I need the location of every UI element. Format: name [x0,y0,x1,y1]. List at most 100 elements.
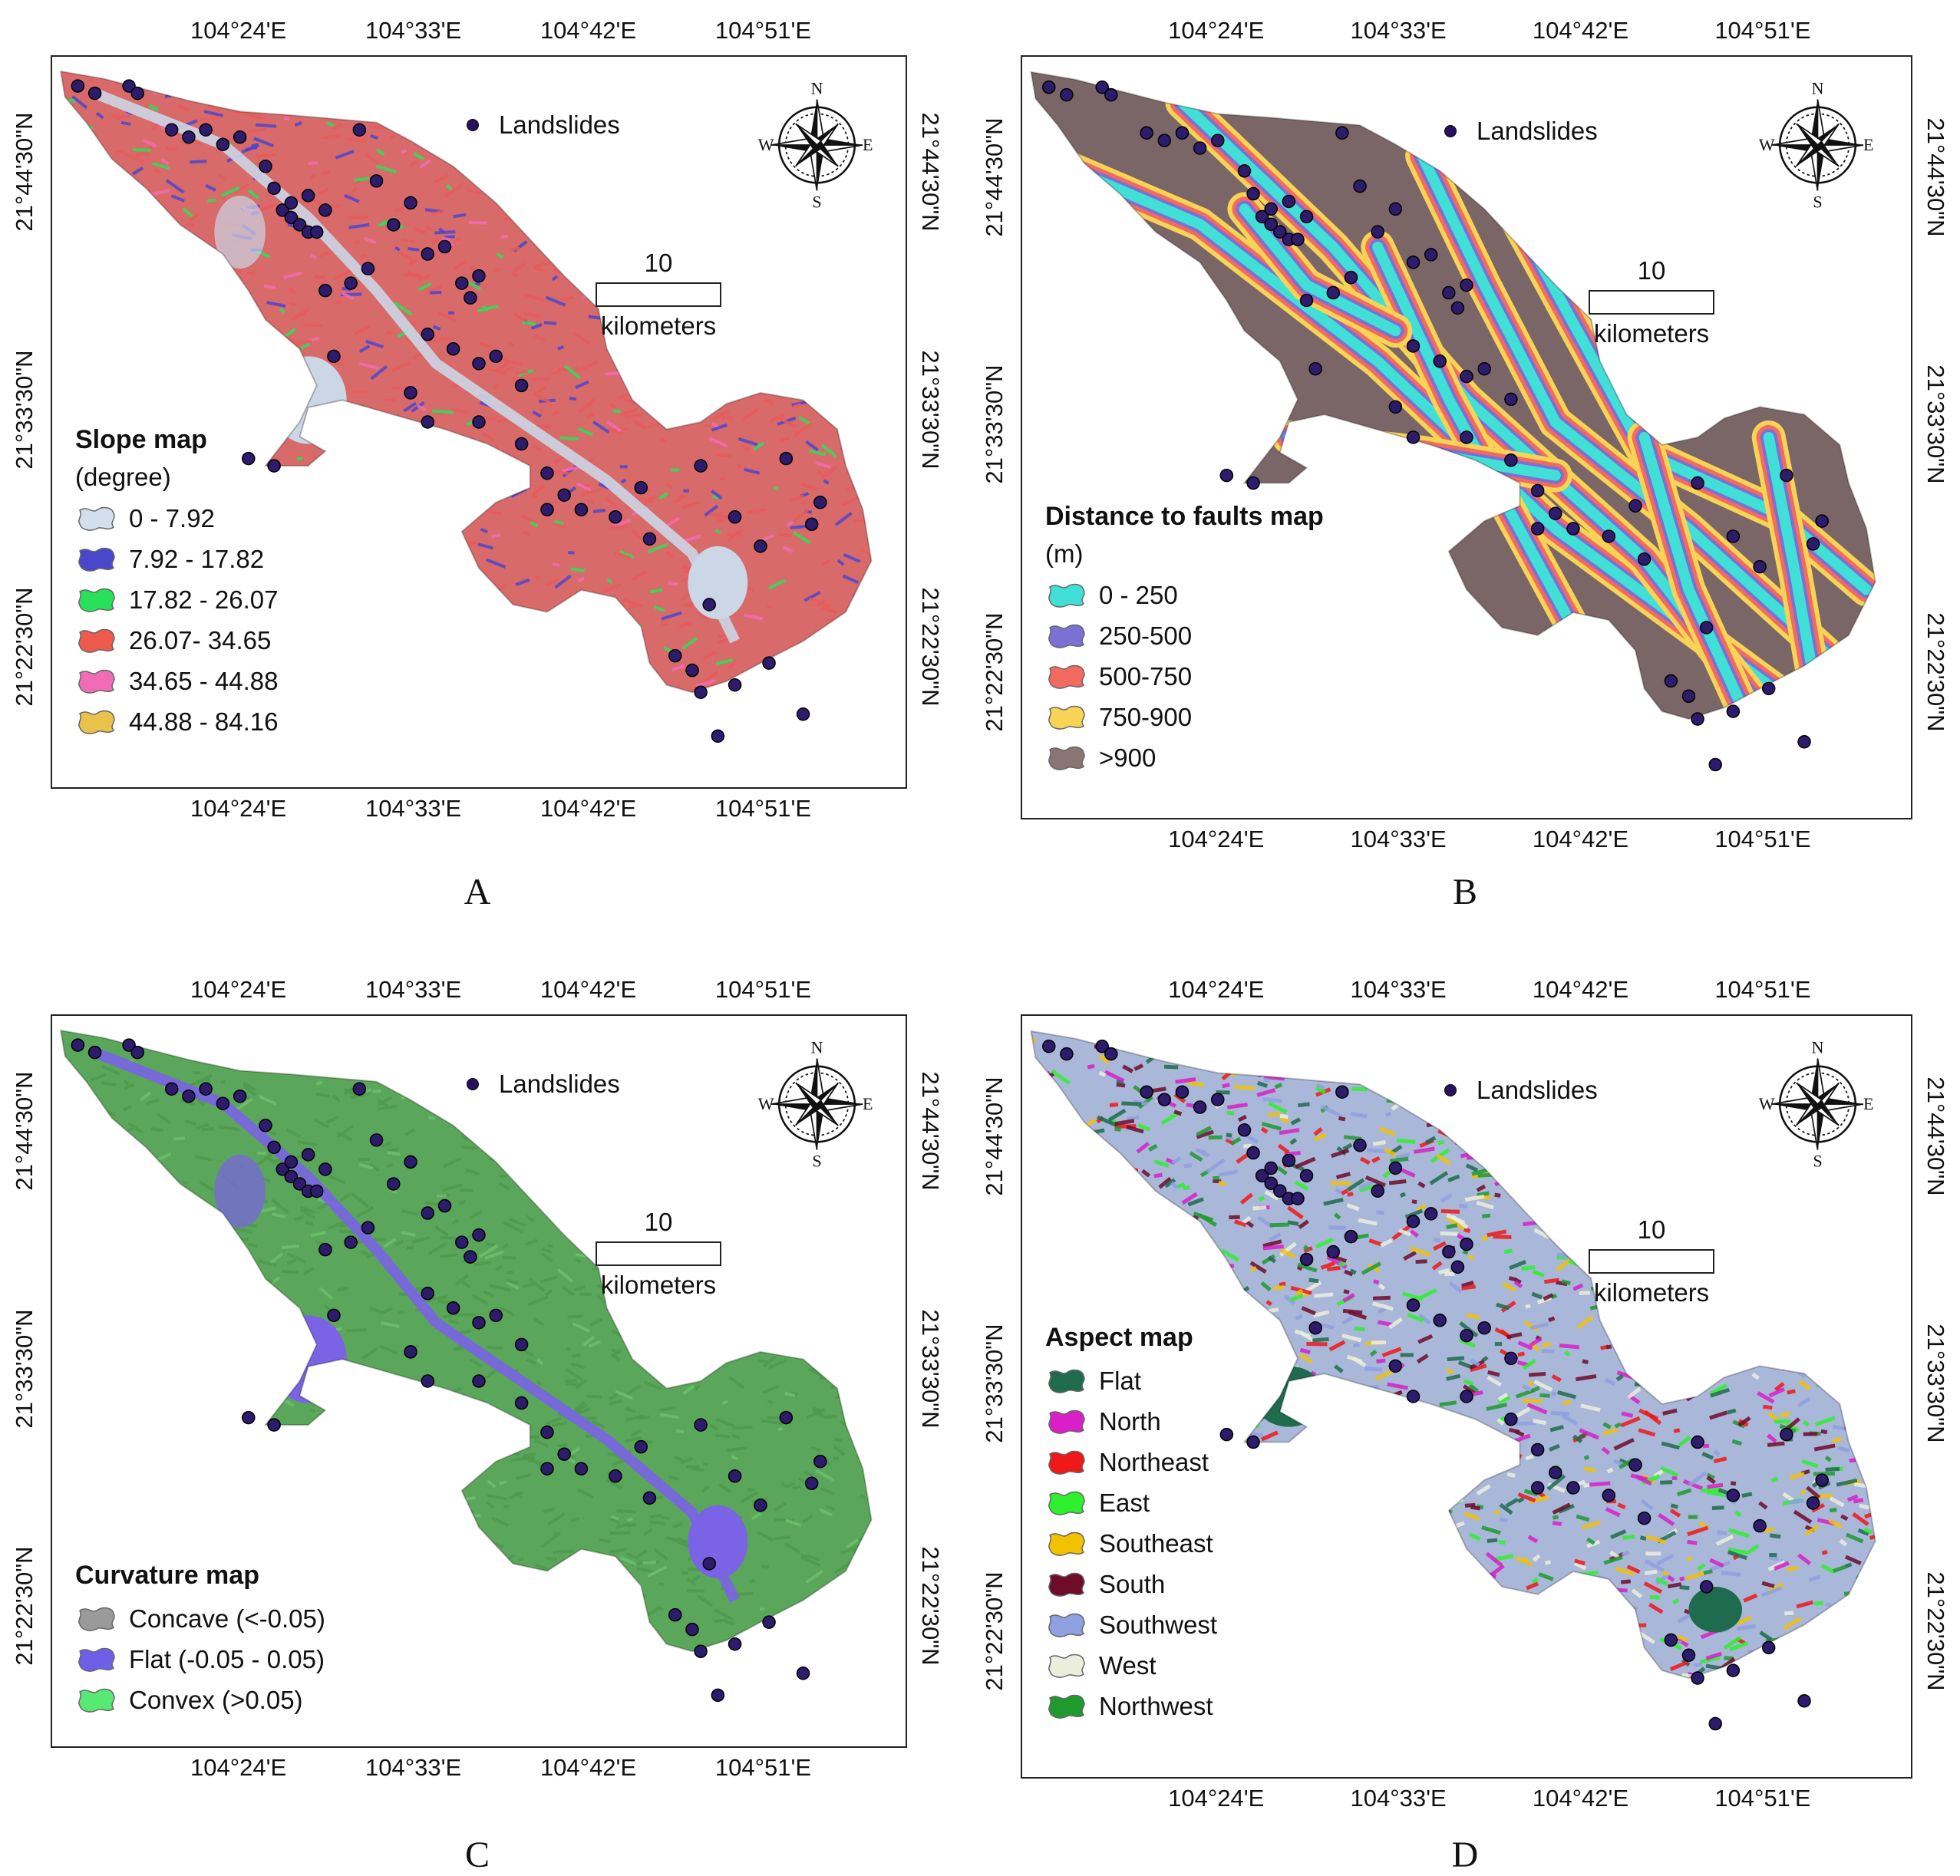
landslide-point [1389,401,1401,413]
landslide-point [328,350,340,362]
landslide-point [1140,1086,1153,1098]
landslide-point [686,664,698,677]
landslide-point [1327,1246,1339,1258]
legend-swatch-icon [1045,1653,1088,1679]
legend-swatch-icon [1045,664,1088,690]
landslide-point [1158,134,1170,147]
legend-swatch-icon [75,1647,118,1673]
landslide-point [1265,203,1277,215]
landslide-point [814,1456,827,1468]
legend-title: Distance to faults map [1045,502,1324,532]
longitude-label: 104°24'E [1168,826,1264,853]
landslides-label: Landslides [499,110,620,140]
latitude-label: 21°33'30"N [11,1309,38,1428]
legend-label: 26.07- 34.65 [129,626,271,655]
landslide-point [183,131,195,143]
legend-title: Slope map [75,425,279,455]
landslide-point [1478,1322,1490,1334]
landslide-point [1701,621,1713,634]
landslide-point [1194,142,1206,154]
scale-value: 10 [1575,1215,1728,1245]
latitude-label: 21°33'30"N [981,365,1008,484]
landslide-point [319,1244,332,1256]
legend-item: Flat (-0.05 - 0.05) [75,1639,325,1680]
landslide-point [216,138,229,150]
longitude-label: 104°42'E [1533,826,1628,853]
landslide-point [1407,1299,1420,1311]
landslide-point [439,241,451,253]
landslide-point [447,343,460,355]
compass-w: W [1759,135,1775,154]
landslide-point [1407,340,1420,352]
legend-title: Curvature map [75,1561,325,1591]
landslide-point [302,1149,315,1161]
legend-label: Southeast [1099,1529,1213,1558]
landslide-point [404,196,417,209]
landslides-label: Landslides [499,1070,620,1099]
landslide-point [541,503,553,516]
landslide-point [1407,1215,1420,1228]
landslide-point [388,1178,400,1190]
legend-swatch-icon [1045,1368,1088,1394]
landslide-point [464,1251,477,1263]
landslide-point [1425,249,1437,261]
landslide-point [1301,210,1313,223]
landslide-point [669,1609,681,1621]
landslide-point [1345,272,1357,284]
legend-label: Convex (>0.05) [129,1686,303,1715]
landslide-point [473,270,485,282]
landslide-point [1505,393,1517,405]
landslide-point [1807,538,1820,550]
latitude-label: 21°44'30"N [1922,1076,1949,1195]
landslide-point [1309,1322,1322,1334]
landslide-point [1451,1261,1463,1273]
scale-unit: kilometers [582,312,735,341]
landslide-point [1371,1185,1384,1197]
legend-swatch-icon [75,546,118,572]
legend-item: North [1045,1401,1217,1442]
landslide-point [1354,1139,1366,1152]
landslide-point [490,1309,502,1321]
landslide-point [763,1616,775,1628]
legend-label: 17.82 - 26.07 [129,585,279,615]
landslide-point [473,358,485,370]
legend-label: 500-750 [1099,662,1192,691]
longitude-label: 104°24'E [190,795,286,823]
legend-label: 44.88 - 84.16 [129,707,279,737]
landslide-point [1212,1093,1224,1106]
landslide-point [797,1667,810,1680]
scale-bar-graphic [596,1241,721,1266]
landslide-point [473,416,485,428]
legend-swatch-icon [1045,623,1088,649]
landslides-legend: Landslides [1444,1076,1598,1105]
legend-item: Flat [1045,1360,1217,1401]
landslide-point [1460,371,1473,383]
landslide-point [541,1426,553,1439]
landslide-point [695,686,707,698]
landslide-point [1336,127,1348,139]
landslide-point [421,248,434,260]
landslide-point [1061,1048,1073,1060]
landslide-point [421,328,434,341]
landslide-point [703,1558,715,1570]
landslide-point [1691,477,1704,490]
landslide-point [1105,1048,1117,1060]
landslide-point [311,1185,323,1197]
landslide-point [1220,470,1232,482]
landslide-point [1754,1520,1766,1532]
landslide-point [216,1097,229,1109]
legend-label: Southwest [1099,1611,1217,1640]
latitude-label: 21°33'30"N [916,350,944,469]
legend-label: Flat [1099,1367,1141,1396]
landslide-point [319,1163,332,1175]
legend-label: Flat (-0.05 - 0.05) [129,1645,325,1674]
landslide-point [89,1047,101,1059]
landslide-point [353,1083,365,1095]
landslide-point [1389,203,1401,215]
legend-item: 44.88 - 84.16 [75,701,279,742]
legend-item: 26.07- 34.65 [75,620,279,661]
